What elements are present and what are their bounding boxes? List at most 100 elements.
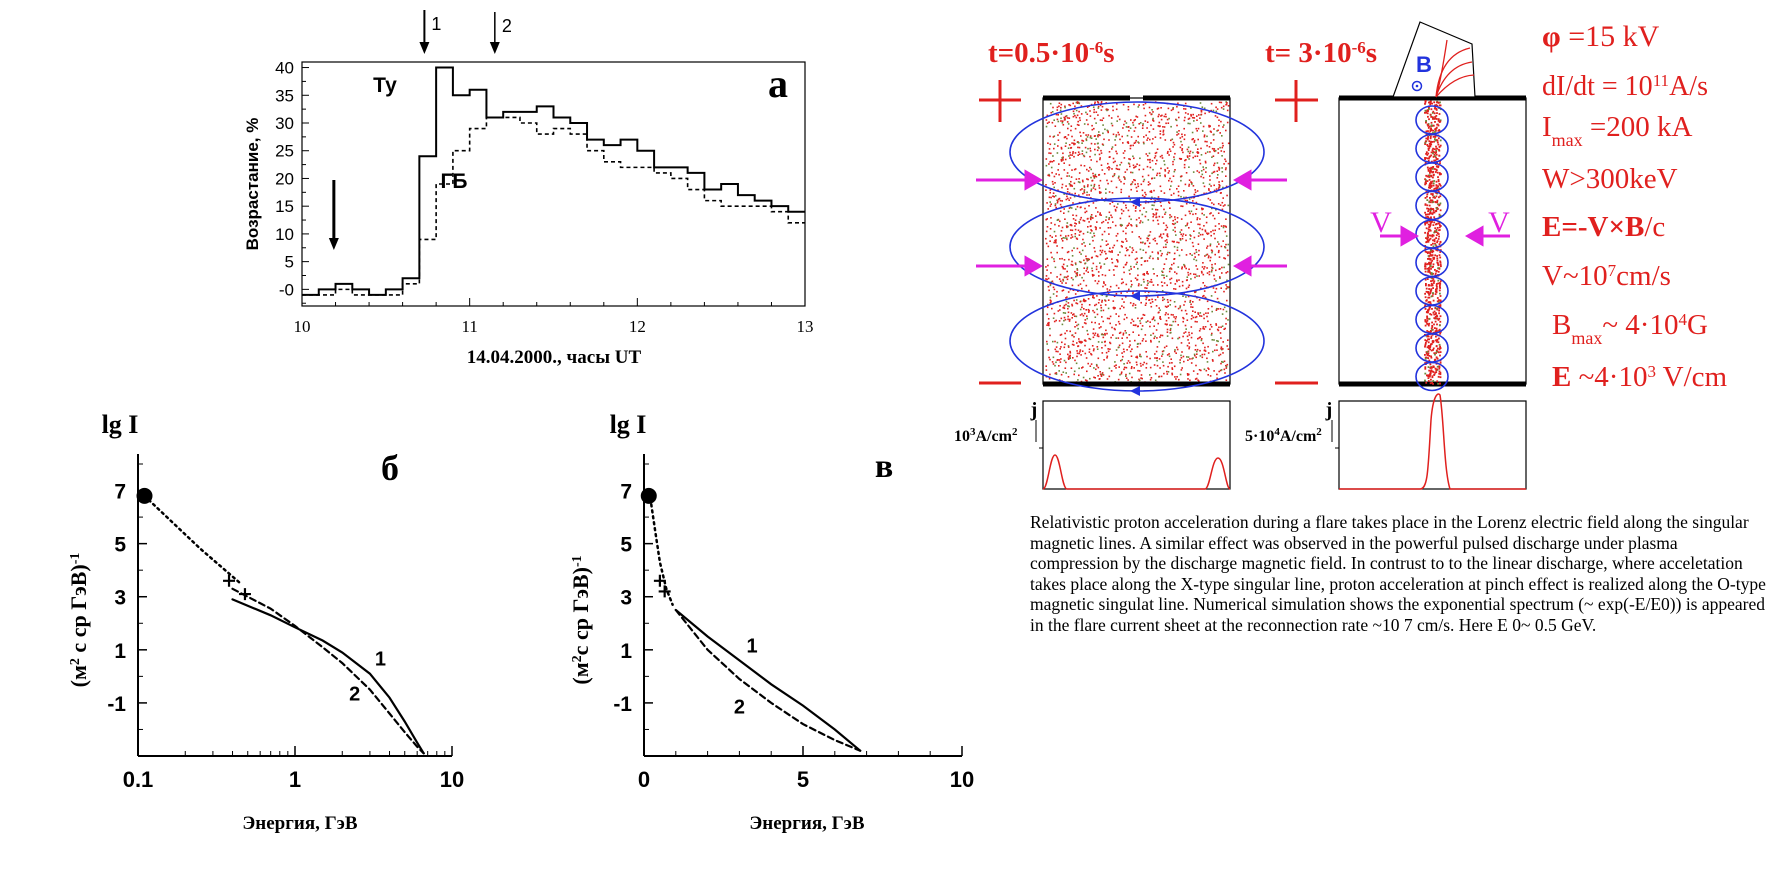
pinch-dot [1437, 102, 1440, 104]
plasma-dot [1140, 374, 1143, 376]
pinch-dot [1428, 355, 1431, 357]
plasma-dot [1160, 190, 1163, 192]
pinch-dot [1428, 338, 1430, 341]
plasma-dot [1046, 114, 1049, 117]
plasma-dot [1115, 337, 1117, 339]
plasma-dot [1169, 278, 1171, 281]
plasma-dot [1225, 129, 1227, 132]
plasma-dot [1190, 318, 1193, 320]
plasma-dot [1187, 373, 1190, 376]
pinch-dot [1434, 227, 1437, 230]
plasma-dot [1060, 177, 1063, 180]
plasma-dot [1064, 106, 1066, 109]
plasma-dot [1218, 101, 1221, 104]
plasma-dot [1208, 271, 1211, 273]
plasma-dot [1048, 152, 1050, 154]
plasma-dot [1064, 337, 1067, 340]
plasma-dot [1095, 175, 1098, 178]
plasma-dot [1193, 139, 1196, 142]
plasma-dot [1191, 131, 1194, 134]
plasma-dot [1187, 150, 1190, 153]
pinch-dot [1429, 348, 1431, 351]
plasma-dot [1091, 124, 1093, 127]
plasma-dot [1216, 349, 1218, 351]
plasma-dot [1168, 170, 1170, 172]
plasma-dot [1111, 146, 1114, 148]
plasma-dot [1088, 289, 1090, 292]
pinch-dot [1435, 340, 1438, 343]
plasma-dot [1071, 264, 1074, 266]
plasma-dot [1096, 255, 1099, 258]
plasma-dot [1187, 295, 1190, 298]
plasma-dot [1078, 146, 1081, 149]
plasma-dot [1220, 150, 1223, 152]
plasma-dot [1054, 203, 1057, 205]
plasma-dot [1058, 197, 1061, 200]
pinch-dot [1428, 226, 1430, 228]
plasma-dot [1134, 179, 1136, 182]
plasma-dot [1094, 148, 1096, 151]
plasma-dot [1225, 365, 1228, 368]
plasma-dot [1097, 271, 1100, 273]
plasma-dot [1203, 266, 1206, 268]
plasma-dot [1080, 113, 1083, 115]
plasma-dot [1073, 195, 1076, 198]
plasma-dot [1159, 316, 1161, 318]
plasma-dot [1154, 237, 1156, 240]
plasma-dot [1227, 105, 1230, 107]
left-compression-arrows [976, 169, 1287, 277]
plasma-dot [1125, 373, 1127, 376]
pinch-dot [1439, 202, 1442, 205]
pinch-dot [1428, 269, 1430, 271]
plasma-dot [1125, 207, 1127, 209]
pinch-dot [1435, 329, 1438, 332]
plasma-dot [1057, 200, 1059, 202]
y-tick-label: 3 [620, 587, 632, 610]
plasma-dot [1095, 111, 1098, 113]
pinch-dot [1424, 356, 1427, 359]
plasma-dot [1050, 217, 1052, 219]
plasma-dot [1155, 163, 1157, 165]
plasma-dot [1075, 109, 1078, 112]
pinch-dot [1429, 113, 1432, 116]
plasma-dot [1209, 256, 1212, 259]
plasma-dot [1133, 103, 1135, 106]
pinch-dot [1427, 311, 1429, 314]
annotation-arrowhead [328, 238, 339, 250]
plasma-dot [1121, 212, 1123, 215]
plasma-dot [1053, 312, 1056, 315]
plasma-dot [1194, 311, 1196, 313]
plasma-dot [1084, 207, 1086, 210]
plasma-dot [1123, 306, 1125, 309]
plasma-dot [1064, 237, 1066, 239]
plasma-dot [1202, 262, 1204, 264]
plasma-dot [1176, 241, 1178, 244]
plasma-dot [1055, 241, 1057, 244]
plasma-dot [1226, 194, 1228, 197]
pinch-dot [1434, 371, 1437, 374]
plasma-dot [1061, 341, 1063, 344]
plasma-dot [1216, 373, 1218, 376]
plasma-dot [1067, 315, 1069, 318]
plasma-dot [1127, 126, 1130, 128]
plasma-dot [1216, 130, 1218, 132]
pinch-dot [1425, 227, 1428, 230]
plasma-dot [1174, 320, 1177, 323]
plasma-dot [1050, 222, 1053, 224]
plasma-dot [1087, 147, 1089, 150]
plasma-dot [1221, 266, 1223, 269]
plasma-dot [1136, 190, 1138, 192]
plasma-dot [1174, 230, 1176, 233]
plasma-dot [1095, 227, 1097, 229]
plasma-dot [1171, 368, 1174, 370]
plasma-dot [1123, 368, 1125, 371]
plasma-dot [1188, 185, 1190, 187]
plasma-dot [1174, 317, 1177, 320]
plasma-dot [1154, 136, 1157, 138]
param-velocity: V~107cm/s [1542, 260, 1671, 292]
plasma-dot [1177, 337, 1179, 340]
plasma-dot [1189, 238, 1192, 240]
pinch-dot [1437, 203, 1439, 206]
pinch-dot [1430, 108, 1433, 111]
plasma-dot [1098, 153, 1101, 156]
